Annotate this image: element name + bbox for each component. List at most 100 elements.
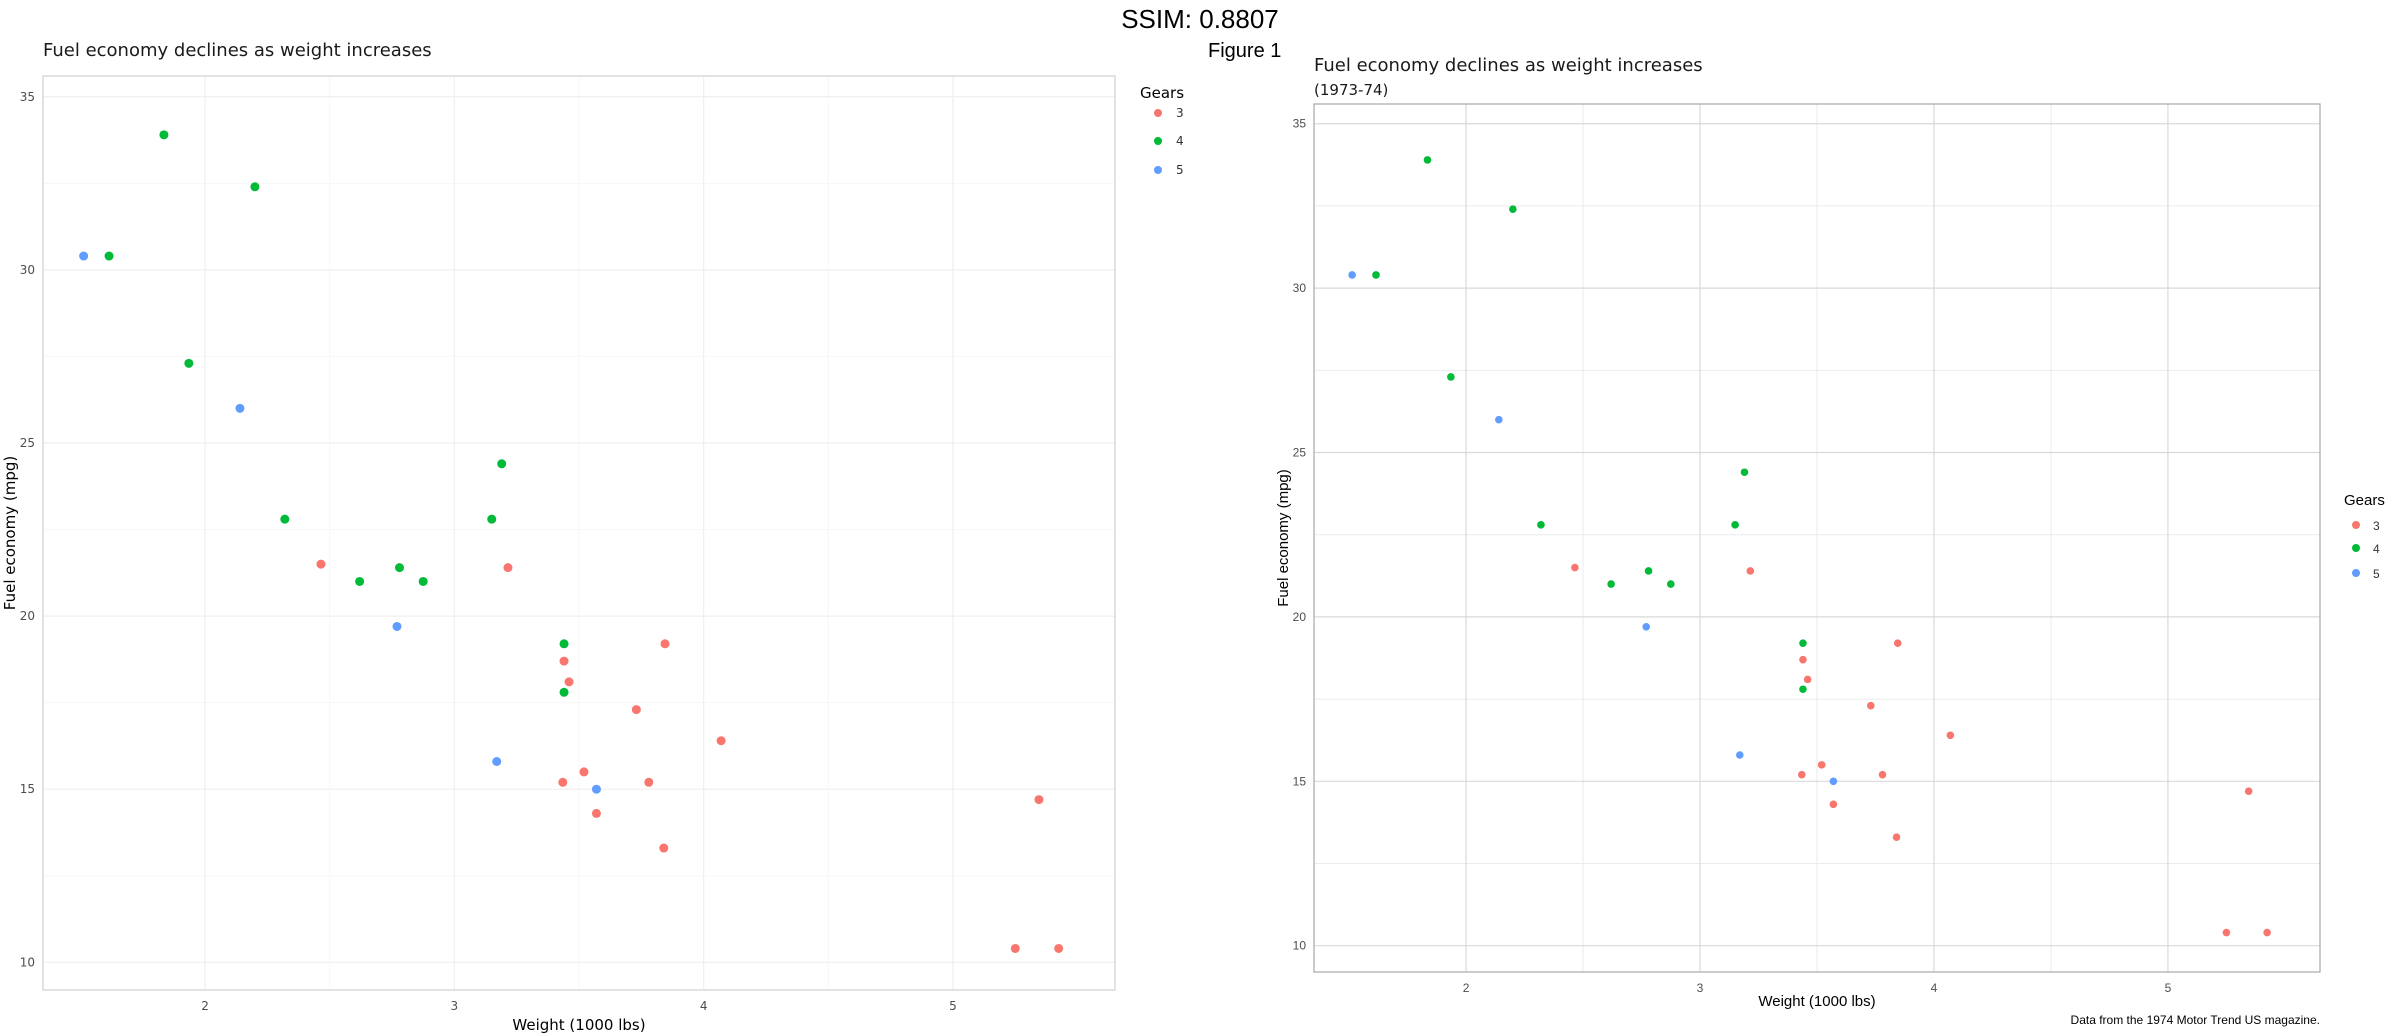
x-tick-label: 5 bbox=[949, 999, 957, 1013]
data-point-gear-3 bbox=[1946, 731, 1955, 740]
figure-label: Figure 1 bbox=[1208, 40, 1282, 62]
legend-key-3 bbox=[2352, 521, 2360, 529]
legend-title: Gears bbox=[2344, 492, 2385, 509]
y-tick-label: 25 bbox=[20, 436, 35, 450]
data-point-gear-3 bbox=[1878, 770, 1887, 779]
chart-title: Fuel economy declines as weight increase… bbox=[1314, 55, 1703, 76]
legend-label-4: 4 bbox=[1176, 134, 1184, 148]
data-point-gear-4 bbox=[184, 358, 194, 368]
y-tick-label: 30 bbox=[20, 263, 35, 277]
data-point-gear-3 bbox=[631, 705, 641, 715]
data-point-gear-5 bbox=[235, 403, 245, 413]
data-point-gear-4 bbox=[355, 576, 365, 586]
data-point-gear-4 bbox=[104, 251, 114, 261]
x-tick-label: 4 bbox=[700, 999, 708, 1013]
x-tick-label: 2 bbox=[1463, 981, 1470, 995]
y-tick-label: 35 bbox=[20, 90, 35, 104]
data-points bbox=[1348, 156, 2271, 937]
data-point-gear-3 bbox=[559, 656, 569, 666]
data-point-gear-3 bbox=[1803, 675, 1812, 684]
panel-border bbox=[1313, 103, 2321, 973]
x-axis-label: Weight (1000 lbs) bbox=[1758, 993, 1875, 1010]
data-point-gear-5 bbox=[1829, 777, 1838, 786]
data-point-gear-4 bbox=[1372, 271, 1380, 279]
y-axis-label: Fuel economy (mpg) bbox=[1275, 469, 1292, 607]
data-point-gear-4 bbox=[559, 639, 569, 649]
x-axis-label: Weight (1000 lbs) bbox=[512, 1016, 645, 1034]
data-point-gear-3 bbox=[1010, 943, 1020, 953]
tick-labels: 2 3 4 5 10 15 20 25 30 35 bbox=[20, 90, 957, 1013]
x-tick-label: 3 bbox=[1697, 981, 1704, 995]
data-point-gear-3 bbox=[716, 736, 726, 746]
data-point-gear-4 bbox=[1644, 567, 1653, 575]
panel-border bbox=[42, 75, 1116, 991]
gridlines bbox=[43, 76, 1115, 990]
y-tick-label: 35 bbox=[1293, 117, 1307, 131]
legend-label-5: 5 bbox=[2373, 567, 2380, 581]
data-point-gear-3 bbox=[1892, 833, 1901, 841]
data-point-gear-4 bbox=[1740, 468, 1749, 477]
y-tick-label: 10 bbox=[20, 955, 35, 969]
data-point-gear-4 bbox=[159, 130, 169, 140]
x-tick-label: 4 bbox=[1931, 981, 1938, 995]
data-point-gear-3 bbox=[2222, 928, 2231, 937]
data-point-gear-3 bbox=[1817, 761, 1826, 769]
tick-labels: 2 3 4 5 10 15 20 25 30 35 bbox=[1293, 117, 2172, 995]
y-tick-label: 15 bbox=[20, 782, 35, 796]
legend-label-5: 5 bbox=[1176, 163, 1184, 177]
legend: Gears 3 4 5 bbox=[1140, 84, 1184, 177]
chart-subtitle: (1973-74) bbox=[1314, 81, 1388, 99]
data-point-gear-3 bbox=[1746, 567, 1755, 575]
x-tick-label: 2 bbox=[201, 999, 209, 1013]
data-point-gear-5 bbox=[392, 621, 402, 631]
y-tick-label: 20 bbox=[20, 609, 35, 623]
data-point-gear-5 bbox=[1348, 271, 1356, 279]
data-point-gear-4 bbox=[250, 182, 260, 192]
legend-key-3 bbox=[1154, 109, 1162, 117]
data-points bbox=[79, 130, 1064, 953]
data-point-gear-4 bbox=[395, 563, 405, 573]
data-point-gear-4 bbox=[1799, 639, 1807, 648]
data-point-gear-3 bbox=[579, 767, 589, 777]
y-axis-label: Fuel economy (mpg) bbox=[1, 456, 19, 610]
x-tick-label: 3 bbox=[451, 999, 459, 1013]
data-point-gear-3 bbox=[1799, 655, 1807, 664]
ssim-score: SSIM: 0.8807 bbox=[1121, 4, 1279, 34]
data-point-gear-4 bbox=[1607, 580, 1615, 588]
data-point-gear-3 bbox=[503, 563, 513, 573]
data-point-gear-3 bbox=[564, 677, 574, 687]
legend-label-3: 3 bbox=[2373, 519, 2380, 533]
data-point-gear-4 bbox=[1509, 205, 1517, 214]
data-point-gear-4 bbox=[1447, 373, 1455, 381]
data-point-gear-3 bbox=[659, 843, 669, 853]
data-point-gear-5 bbox=[1642, 622, 1651, 631]
data-point-gear-3 bbox=[591, 808, 601, 818]
chart-title: Fuel economy declines as weight increase… bbox=[43, 40, 432, 61]
data-point-gear-4 bbox=[1731, 521, 1739, 529]
legend-label-3: 3 bbox=[1176, 106, 1184, 120]
data-point-gear-3 bbox=[558, 777, 568, 787]
gridlines bbox=[1314, 104, 2320, 972]
data-point-gear-4 bbox=[418, 576, 428, 586]
legend-key-4 bbox=[2352, 544, 2360, 552]
y-tick-label: 30 bbox=[1293, 281, 1307, 295]
data-point-gear-5 bbox=[591, 784, 601, 794]
legend-key-5 bbox=[1154, 166, 1162, 174]
data-point-gear-3 bbox=[2244, 787, 2253, 795]
data-point-gear-3 bbox=[1797, 770, 1806, 779]
data-point-gear-4 bbox=[559, 687, 569, 697]
data-point-gear-4 bbox=[487, 514, 497, 524]
y-tick-label: 25 bbox=[1293, 446, 1307, 460]
legend-key-5 bbox=[2352, 569, 2360, 577]
data-point-gear-4 bbox=[280, 514, 290, 524]
data-point-gear-5 bbox=[79, 251, 89, 261]
data-point-gear-3 bbox=[1571, 563, 1579, 572]
data-point-gear-5 bbox=[1735, 751, 1744, 759]
data-point-gear-3 bbox=[316, 559, 326, 569]
data-point-gear-3 bbox=[1867, 701, 1875, 710]
x-tick-label: 5 bbox=[2165, 981, 2172, 995]
data-point-gear-5 bbox=[1495, 415, 1503, 424]
legend: Gears 3 4 5 bbox=[2344, 492, 2385, 581]
